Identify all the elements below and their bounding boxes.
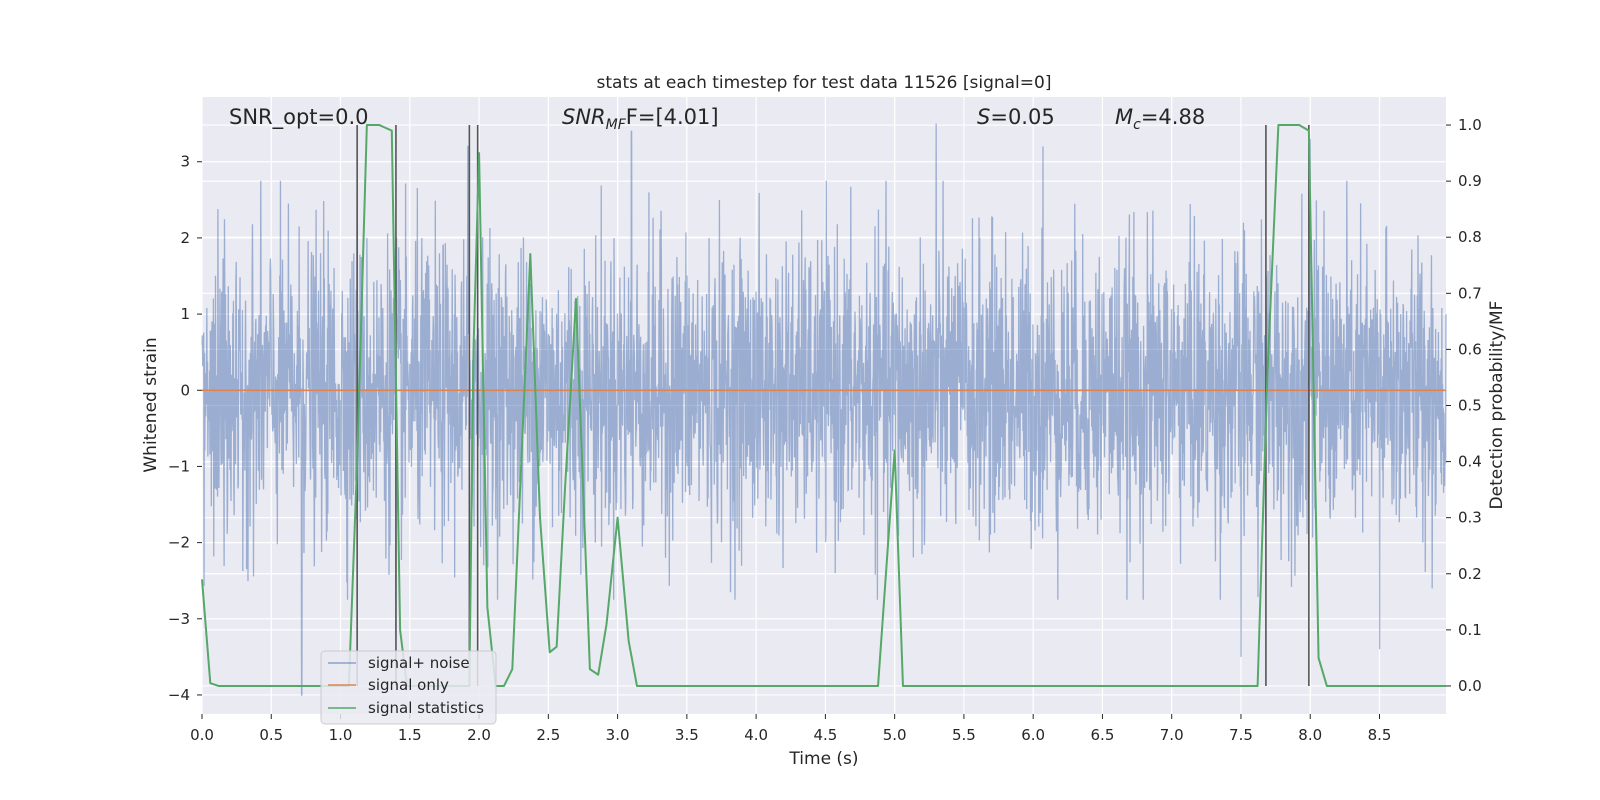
- signal-statistics-series: [201, 124, 1446, 687]
- chart-title: stats at each timestep for test data 115…: [597, 73, 1052, 93]
- x-tick-label: 0.0: [190, 726, 214, 744]
- x-tick-label: 0.5: [259, 726, 283, 744]
- snr-mf-sub: MF: [606, 117, 627, 133]
- y-right-tick-label: 0.6: [1458, 340, 1482, 358]
- y-tick-label: −2: [168, 534, 190, 552]
- legend-box: [320, 650, 497, 725]
- y-axis-label: Whitened strain: [141, 337, 161, 472]
- snr-mf-main: SNR: [562, 105, 606, 129]
- mc-annotation: Mc=4.88: [1115, 105, 1205, 133]
- y-right-tick-labels: 0.0 0.1 0.2 0.3 0.4 0.5 0.6 0.7 0.8 0.9 1.0: [1446, 116, 1482, 695]
- y-tick-label: 1: [180, 305, 190, 323]
- s-symbol: S: [977, 105, 990, 129]
- s-annotation: S=0.05: [977, 105, 1055, 129]
- x-tick-label: 3.0: [606, 726, 630, 744]
- mc-symbol: M: [1115, 105, 1133, 129]
- snr-mf-tail: F=[4.01]: [626, 105, 719, 129]
- y-tick-label: 2: [180, 229, 190, 247]
- legend-label-signal-only: signal only: [368, 676, 449, 694]
- x-tick-label: 1.0: [329, 726, 353, 744]
- signal-noise-series: [201, 123, 1447, 696]
- x-tick-label: 3.5: [675, 726, 699, 744]
- mc-value: =4.88: [1141, 105, 1205, 129]
- snr-opt-annotation: SNR_opt=0.0: [229, 105, 369, 130]
- y-right-tick-label: 0.7: [1458, 284, 1482, 302]
- y-right-tick-label: 0.4: [1458, 453, 1482, 471]
- s-value: =0.05: [990, 105, 1054, 129]
- x-tick-label: 5.0: [883, 726, 907, 744]
- y-right-tick-label: 0.8: [1458, 228, 1482, 246]
- y-right-tick-label: 1.0: [1458, 116, 1482, 134]
- y-tick-label: 3: [180, 153, 190, 171]
- y-right-tick-label: 0.3: [1458, 509, 1482, 527]
- x-tick-label: 4.0: [744, 726, 768, 744]
- x-tick-label: 8.0: [1298, 726, 1322, 744]
- x-tick-label: 7.0: [1160, 726, 1184, 744]
- x-tick-label: 1.5: [398, 726, 422, 744]
- y-tick-labels: −4 −3 −2 −1 0 1 2 3: [168, 153, 202, 704]
- y-tick-label: −4: [168, 686, 190, 704]
- x-tick-labels: 0.0 0.5 1.0 1.5 2.0 2.5 3.0 3.5 4.0 4.5 5.0 5.5 6.0 6…: [190, 714, 1391, 744]
- legend-label-signal-noise: signal+ noise: [368, 654, 470, 672]
- signal-noise-trace: [201, 123, 1447, 696]
- x-tick-label: 6.5: [1091, 726, 1115, 744]
- x-tick-label: 5.5: [952, 726, 976, 744]
- y-right-tick-label: 0.1: [1458, 621, 1482, 639]
- y-right-axis-label: Detection probability/MF: [1487, 301, 1507, 510]
- x-tick-label: 4.5: [813, 726, 837, 744]
- x-tick-label: 7.5: [1229, 726, 1253, 744]
- legend-label-signal-statistics: signal statistics: [368, 699, 484, 717]
- y-tick-label: −3: [168, 610, 190, 628]
- legend: signal+ noise signal only signal statist…: [320, 650, 497, 725]
- x-tick-label: 2.0: [467, 726, 491, 744]
- y-tick-label: 0: [180, 381, 190, 399]
- snr-mf-annotation: SNRMFF=[4.01]: [562, 105, 719, 133]
- y-right-tick-label: 0.0: [1458, 677, 1482, 695]
- y-right-tick-label: 0.2: [1458, 565, 1482, 583]
- mc-subscript: c: [1133, 117, 1141, 133]
- x-tick-label: 6.0: [1021, 726, 1045, 744]
- x-tick-label: 2.5: [536, 726, 560, 744]
- x-tick-label: 8.5: [1368, 726, 1392, 744]
- y-right-tick-label: 0.5: [1458, 397, 1482, 415]
- y-tick-label: −1: [168, 457, 190, 475]
- y-right-tick-label: 0.9: [1458, 172, 1482, 190]
- signal-statistics-line: [201, 124, 1446, 687]
- x-axis-label: Time (s): [788, 749, 858, 769]
